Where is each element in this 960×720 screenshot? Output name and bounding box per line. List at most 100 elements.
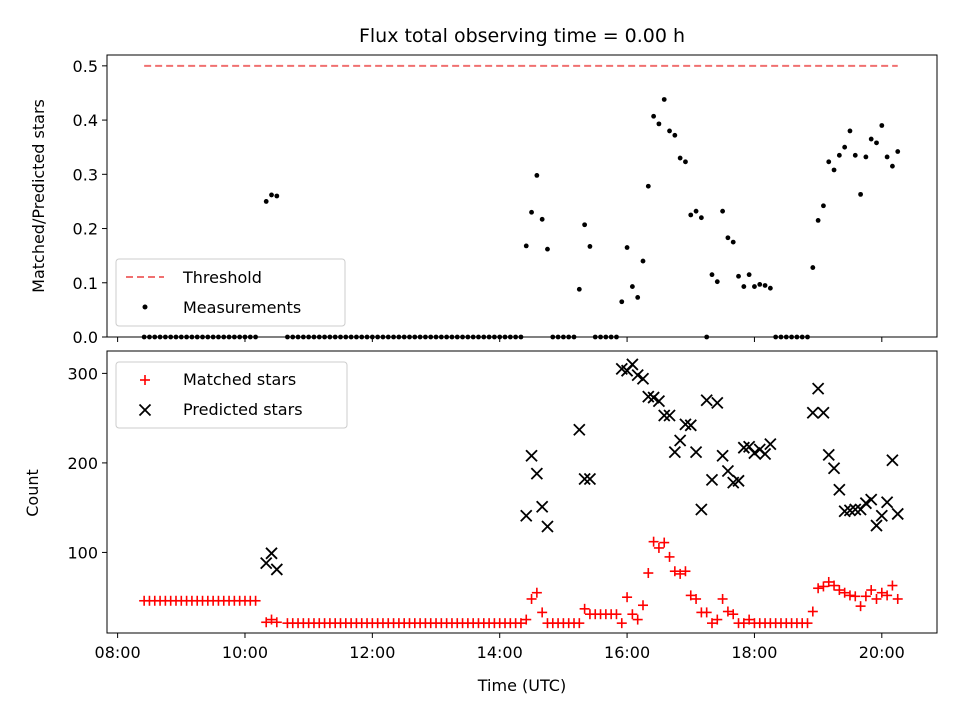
measurement-point (587, 244, 593, 249)
matched-stars-point (712, 614, 723, 625)
measurement-point (821, 203, 826, 209)
measurement-point (852, 152, 858, 158)
bottom-x-ticks: 08:00 10:00 12:00 14:00 16:00 18:00 20:00 (95, 633, 905, 662)
measurement-point (895, 149, 901, 154)
matched-stars-point (680, 566, 691, 577)
matched-stars-point (659, 537, 670, 548)
measurement-point (539, 216, 545, 222)
predicted-stars-point (265, 547, 278, 560)
measurement-point (714, 279, 720, 285)
predicted-stars-point (827, 462, 841, 475)
measurement-point (667, 128, 672, 134)
matched-stars-point (685, 590, 696, 601)
predicted-stars-point (758, 447, 772, 461)
matched-stars-point (637, 600, 648, 611)
measurement-point (842, 144, 848, 150)
top-y-tick-label: 0.0 (73, 328, 98, 347)
bottom-y-axis-label: Count (23, 469, 42, 517)
bottom-axes-frame (106, 350, 938, 634)
matched-stars-point (823, 576, 834, 587)
predicted-stars-point (849, 503, 862, 516)
matched-stars-point (807, 606, 818, 617)
x-tick-label: 18:00 (731, 643, 777, 662)
predicted-stars-point (647, 391, 660, 404)
predicted-stars-point (684, 419, 697, 432)
matched-stars-point (839, 587, 850, 598)
legend-predicted-marker (138, 403, 152, 417)
predicted-stars-point (716, 449, 729, 462)
matched-stars-point (876, 587, 887, 598)
legend-matched-marker (140, 375, 150, 385)
top-y-tick-label: 0.1 (73, 274, 98, 293)
predicted-stars-point (817, 406, 830, 419)
predicted-stars-point (711, 396, 724, 410)
measurement-point (677, 155, 683, 161)
measurement-point (523, 243, 529, 249)
top-legend-box (115, 258, 346, 327)
predicted-stars-point (658, 409, 671, 422)
top-y-tick-label: 0.2 (73, 220, 98, 239)
measurement-point (624, 245, 630, 250)
legend-measurements-label: Measurements (183, 298, 301, 317)
measurement-point (640, 258, 646, 264)
measurement-point (826, 159, 832, 165)
measurement-point (836, 152, 842, 158)
measurement-point (847, 128, 853, 134)
matched-stars-point (653, 542, 664, 553)
predicted-stars-point (525, 449, 538, 462)
top-axes-frame (106, 54, 938, 338)
x-tick-label: 20:00 (859, 643, 905, 662)
predicted-stars-point (732, 474, 745, 487)
measurement-point (693, 208, 699, 214)
legend-matched-swatch (140, 375, 150, 385)
matched-stars-point (574, 618, 585, 629)
matched-stars-point (855, 601, 866, 612)
matched-stars-point (266, 614, 277, 625)
matched-stars-point (701, 607, 712, 618)
matched-stars-point (717, 593, 728, 604)
measurement-point (263, 199, 269, 204)
measurement-point (720, 208, 726, 214)
matched-stars-point (526, 593, 537, 604)
predicted-stars-point (520, 509, 533, 522)
matched-stars-point (622, 592, 633, 603)
legend-matched-label: Matched stars (183, 370, 296, 389)
bottom-plot-marks (139, 358, 904, 629)
x-tick-label: 16:00 (604, 643, 650, 662)
top-y-axis-label: Matched/Predicted stars (29, 99, 48, 293)
matched-stars-point (537, 607, 548, 618)
matched-stars-point (648, 536, 659, 547)
matched-stars-point (860, 591, 871, 602)
matched-stars-point (691, 593, 702, 604)
measurement-point (874, 140, 879, 146)
predicted-stars-point (541, 520, 554, 533)
matched-stars-point (818, 581, 829, 592)
measurement-point (635, 295, 641, 300)
top-y-tick-label: 0.3 (73, 165, 98, 184)
measurement-point (709, 272, 715, 278)
measurement-point (868, 136, 874, 142)
matched-stars-point (611, 609, 622, 620)
predicted-stars-point (806, 406, 819, 419)
bottom-y-ticks: 100 200 300 (67, 364, 107, 562)
matched-stars-point (706, 618, 717, 629)
predicted-stars-point (880, 496, 894, 509)
measurement-point (858, 191, 863, 197)
predicted-stars-point (573, 423, 586, 436)
matched-stars-point (579, 603, 590, 614)
measurement-point (863, 154, 869, 160)
top-y-ticks: 0.0 0.1 0.2 0.3 0.4 0.5 (73, 57, 107, 347)
legend-predicted-swatch (138, 403, 152, 417)
predicted-stars-point (705, 473, 719, 487)
matched-stars-point (261, 617, 272, 628)
matched-stars-point (802, 618, 813, 629)
predicted-stars-point (764, 437, 777, 451)
measurement-point (746, 272, 752, 278)
matched-stars-point (271, 617, 282, 628)
matched-stars-point (250, 595, 261, 606)
predicted-stars-point (578, 472, 591, 486)
predicted-stars-point (631, 369, 644, 382)
measurement-point (661, 97, 667, 102)
predicted-stars-point (583, 472, 597, 486)
